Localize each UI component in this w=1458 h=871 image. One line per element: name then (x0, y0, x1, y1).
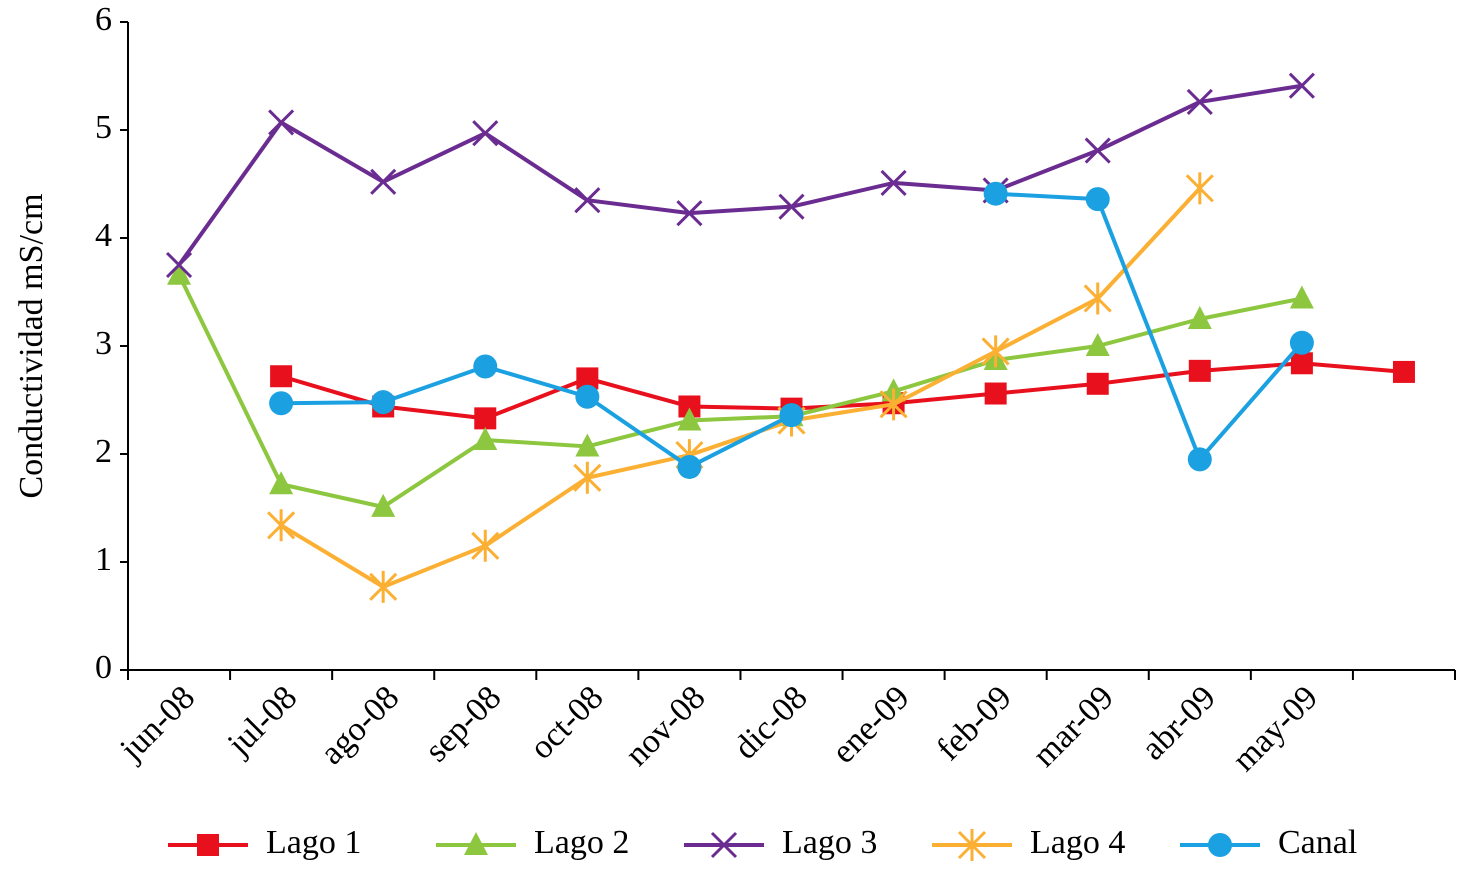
x-tick-label: ago-08 (313, 679, 406, 772)
marker (983, 181, 1008, 206)
marker (1208, 833, 1232, 857)
y-tick-label: 0 (95, 649, 112, 686)
x-tick-label: abr-09 (1135, 679, 1223, 767)
marker (1085, 187, 1110, 212)
series-line (177, 273, 1303, 509)
marker (268, 109, 295, 136)
x-tick-label: ene-09 (825, 679, 917, 771)
marker (473, 354, 498, 379)
legend-item: Lago 1 (168, 824, 361, 861)
marker (473, 426, 498, 450)
marker (778, 193, 805, 220)
marker (267, 509, 296, 542)
series-line (281, 191, 1304, 469)
marker (981, 335, 1010, 368)
marker (1392, 360, 1415, 383)
marker (167, 261, 192, 285)
marker (165, 251, 193, 279)
legend-label: Lago 2 (534, 824, 629, 861)
x-tick-label: jul-08 (220, 679, 304, 763)
marker (678, 395, 701, 418)
y-tick-label: 6 (95, 1, 112, 38)
marker (1083, 282, 1112, 315)
x-tick-label: mar-09 (1026, 679, 1121, 774)
series-line (280, 186, 1202, 589)
marker (576, 367, 599, 390)
x-tick-label: sep-08 (418, 679, 508, 769)
y-tick-label: 5 (95, 109, 112, 146)
marker (573, 461, 602, 494)
legend-label: Lago 1 (266, 824, 361, 861)
legend-item: Lago 2 (436, 824, 629, 861)
marker (575, 384, 600, 409)
marker (1289, 285, 1314, 309)
marker (1289, 330, 1314, 355)
marker (984, 382, 1007, 405)
marker (1288, 72, 1315, 99)
x-tick-label: nov-08 (618, 679, 712, 773)
marker (269, 391, 294, 416)
marker (471, 529, 500, 562)
marker (880, 169, 907, 196)
legend-item: Lago 3 (684, 824, 877, 861)
marker (1086, 372, 1109, 395)
marker (269, 471, 294, 495)
legend-label: Canal (1278, 824, 1357, 861)
marker (464, 832, 488, 855)
y-tick-label: 4 (95, 217, 112, 254)
marker (779, 403, 804, 428)
marker (574, 187, 601, 214)
legend-label: Lago 4 (1030, 824, 1125, 861)
marker (474, 407, 497, 430)
marker (677, 454, 702, 479)
marker (879, 388, 908, 421)
series-line (280, 361, 1405, 421)
x-tick-label: may-09 (1225, 679, 1325, 779)
marker (1187, 447, 1212, 472)
marker (197, 834, 219, 856)
x-tick-label: jun-08 (113, 679, 203, 769)
marker (472, 120, 499, 147)
marker (369, 570, 398, 603)
x-tick-label: oct-08 (523, 679, 611, 767)
legend-label: Lago 3 (782, 824, 877, 861)
series-line (177, 83, 1303, 267)
marker (957, 829, 987, 861)
marker (710, 831, 738, 859)
legend-item: Canal (1180, 824, 1357, 861)
marker (270, 365, 293, 388)
marker (575, 433, 600, 457)
y-tick-label: 3 (95, 325, 112, 362)
marker (371, 493, 396, 517)
marker (1084, 137, 1111, 164)
marker (1290, 352, 1313, 375)
y-tick-label: 2 (95, 433, 112, 470)
marker (1085, 333, 1110, 356)
marker (1185, 172, 1214, 205)
legend-item: Lago 4 (932, 824, 1125, 861)
y-tick-label: 1 (95, 541, 112, 578)
y-axis-label: Conductividad mS/cm (13, 193, 50, 498)
marker (1188, 359, 1211, 382)
x-tick-label: feb-09 (930, 679, 1019, 768)
marker (1186, 88, 1213, 115)
marker (371, 390, 396, 415)
marker (677, 407, 702, 431)
x-tick-label: dic-08 (727, 679, 815, 767)
marker (1187, 306, 1212, 329)
marker (370, 168, 397, 195)
marker (676, 200, 703, 227)
